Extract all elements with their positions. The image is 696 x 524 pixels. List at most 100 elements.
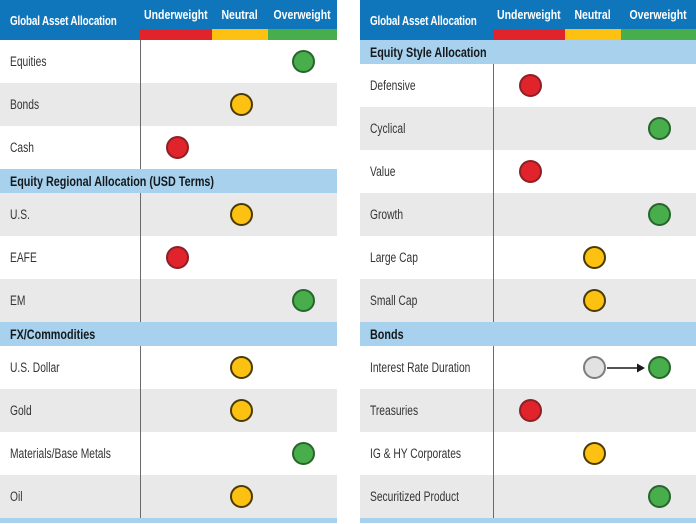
rating-cell-overweight <box>622 279 696 322</box>
overweight-marker <box>647 117 671 140</box>
rating-cell-neutral <box>213 475 269 518</box>
rating-cells <box>140 346 337 389</box>
column-label-row: Underweight Neutral Overweight <box>493 0 696 29</box>
rating-cell-underweight <box>141 475 213 518</box>
rating-cell-underweight <box>141 40 213 83</box>
rating-cell-underweight <box>494 475 566 518</box>
neutral-marker <box>229 485 253 508</box>
row-label-text: IG & HY Corporates <box>370 446 462 461</box>
rating-cell-neutral <box>213 279 269 322</box>
rating-cell-neutral <box>566 107 622 150</box>
row-label-text: Defensive <box>370 78 416 93</box>
neutral-marker <box>229 93 253 116</box>
overweight-marker <box>647 485 671 508</box>
row-label-text: Interest Rate Duration <box>370 360 471 375</box>
column-header-underweight: Underweight <box>493 0 565 29</box>
row-label-text: Value <box>370 164 396 179</box>
row-label-text: Gold <box>10 403 32 418</box>
row-label: Small Cap <box>360 279 493 322</box>
column-header-underweight-text: Underweight <box>144 7 208 22</box>
rating-cell-overweight <box>622 150 696 193</box>
row-label-text: Small Cap <box>370 293 418 308</box>
rating-cell-overweight <box>269 236 337 279</box>
underweight-marker <box>165 136 189 159</box>
overweight-marker <box>291 289 315 312</box>
rating-cell-underweight <box>494 236 566 279</box>
rating-cell-neutral <box>213 126 269 169</box>
rating-cell-neutral <box>213 389 269 432</box>
section-header-text: FX/Commodities <box>10 326 96 342</box>
table-row: IG & HY Corporates <box>360 432 696 475</box>
table-row: Equities <box>0 40 337 83</box>
table-row: Materials/Base Metals <box>0 432 337 475</box>
rating-cell-overweight <box>269 389 337 432</box>
strip-segment-overweight <box>621 29 696 40</box>
column-header-underweight: Underweight <box>140 0 212 29</box>
section-header-text: Equity Style Allocation <box>370 44 487 60</box>
row-label: U.S. <box>0 193 140 236</box>
rating-cell-underweight <box>141 236 213 279</box>
rating-cell-overweight <box>622 346 696 389</box>
rating-cell-underweight <box>141 193 213 236</box>
row-label: Cyclical <box>360 107 493 150</box>
rating-cells <box>493 389 696 432</box>
row-label: Defensive <box>360 64 493 107</box>
rating-color-strip <box>140 29 337 40</box>
allocation-table-right: Global Asset Allocation Underweight Neutra… <box>360 0 696 523</box>
column-header-overweight-text: Overweight <box>629 7 688 22</box>
rating-cell-underweight <box>494 193 566 236</box>
row-label-text: EAFE <box>10 250 37 265</box>
column-header-neutral: Neutral <box>212 0 268 29</box>
table-row: Growth <box>360 193 696 236</box>
rating-cell-neutral <box>213 193 269 236</box>
table-title: Global Asset Allocation <box>0 0 140 40</box>
table-row: Defensive <box>360 64 696 107</box>
rating-cell-overweight <box>622 64 696 107</box>
row-label: IG & HY Corporates <box>360 432 493 475</box>
row-label: Growth <box>360 193 493 236</box>
section-header: Equity Style Allocation <box>360 40 696 64</box>
rating-cells <box>140 475 337 518</box>
row-label-text: Cyclical <box>370 121 406 136</box>
table-row: Large Cap <box>360 236 696 279</box>
column-header-underweight-text: Underweight <box>497 7 561 22</box>
rating-cell-overweight <box>269 83 337 126</box>
underweight-marker <box>518 74 542 97</box>
rating-cell-neutral <box>566 150 622 193</box>
rating-cell-neutral <box>566 346 622 389</box>
row-label-text: Growth <box>370 207 404 222</box>
column-header-overweight-text: Overweight <box>273 7 332 22</box>
column-label-row: Underweight Neutral Overweight <box>140 0 337 29</box>
rating-cell-underweight <box>141 83 213 126</box>
column-header-neutral-text: Neutral <box>221 7 259 22</box>
rating-cell-underweight <box>494 64 566 107</box>
table-row: Gold <box>0 389 337 432</box>
rating-cell-neutral <box>566 389 622 432</box>
rating-cell-underweight <box>141 346 213 389</box>
overweight-marker <box>647 356 671 379</box>
row-label: U.S. Dollar <box>0 346 140 389</box>
rating-cell-neutral <box>213 346 269 389</box>
rating-cells <box>140 432 337 475</box>
row-label: Materials/Base Metals <box>0 432 140 475</box>
neutral-marker <box>229 399 253 422</box>
neutral-marker <box>582 246 606 269</box>
table-row: EAFE <box>0 236 337 279</box>
underweight-marker <box>165 246 189 269</box>
section-header: Equity Regional Allocation (USD Terms) <box>0 169 337 193</box>
strip-segment-underweight <box>140 29 212 40</box>
table-row: Oil <box>0 475 337 518</box>
row-label-text: EM <box>10 293 26 308</box>
rating-cell-overweight <box>269 346 337 389</box>
rating-cell-neutral <box>213 432 269 475</box>
rating-cell-neutral <box>566 193 622 236</box>
rating-cells <box>140 83 337 126</box>
table-footer-bar <box>0 518 337 523</box>
rating-cell-overweight <box>269 126 337 169</box>
section-header-text: Equity Regional Allocation (USD Terms) <box>10 173 215 189</box>
rating-cells <box>140 193 337 236</box>
transition-arrow-icon <box>607 363 645 372</box>
column-headers: Underweight Neutral Overweight <box>493 0 696 40</box>
rating-cell-underweight <box>494 279 566 322</box>
row-label: EAFE <box>0 236 140 279</box>
